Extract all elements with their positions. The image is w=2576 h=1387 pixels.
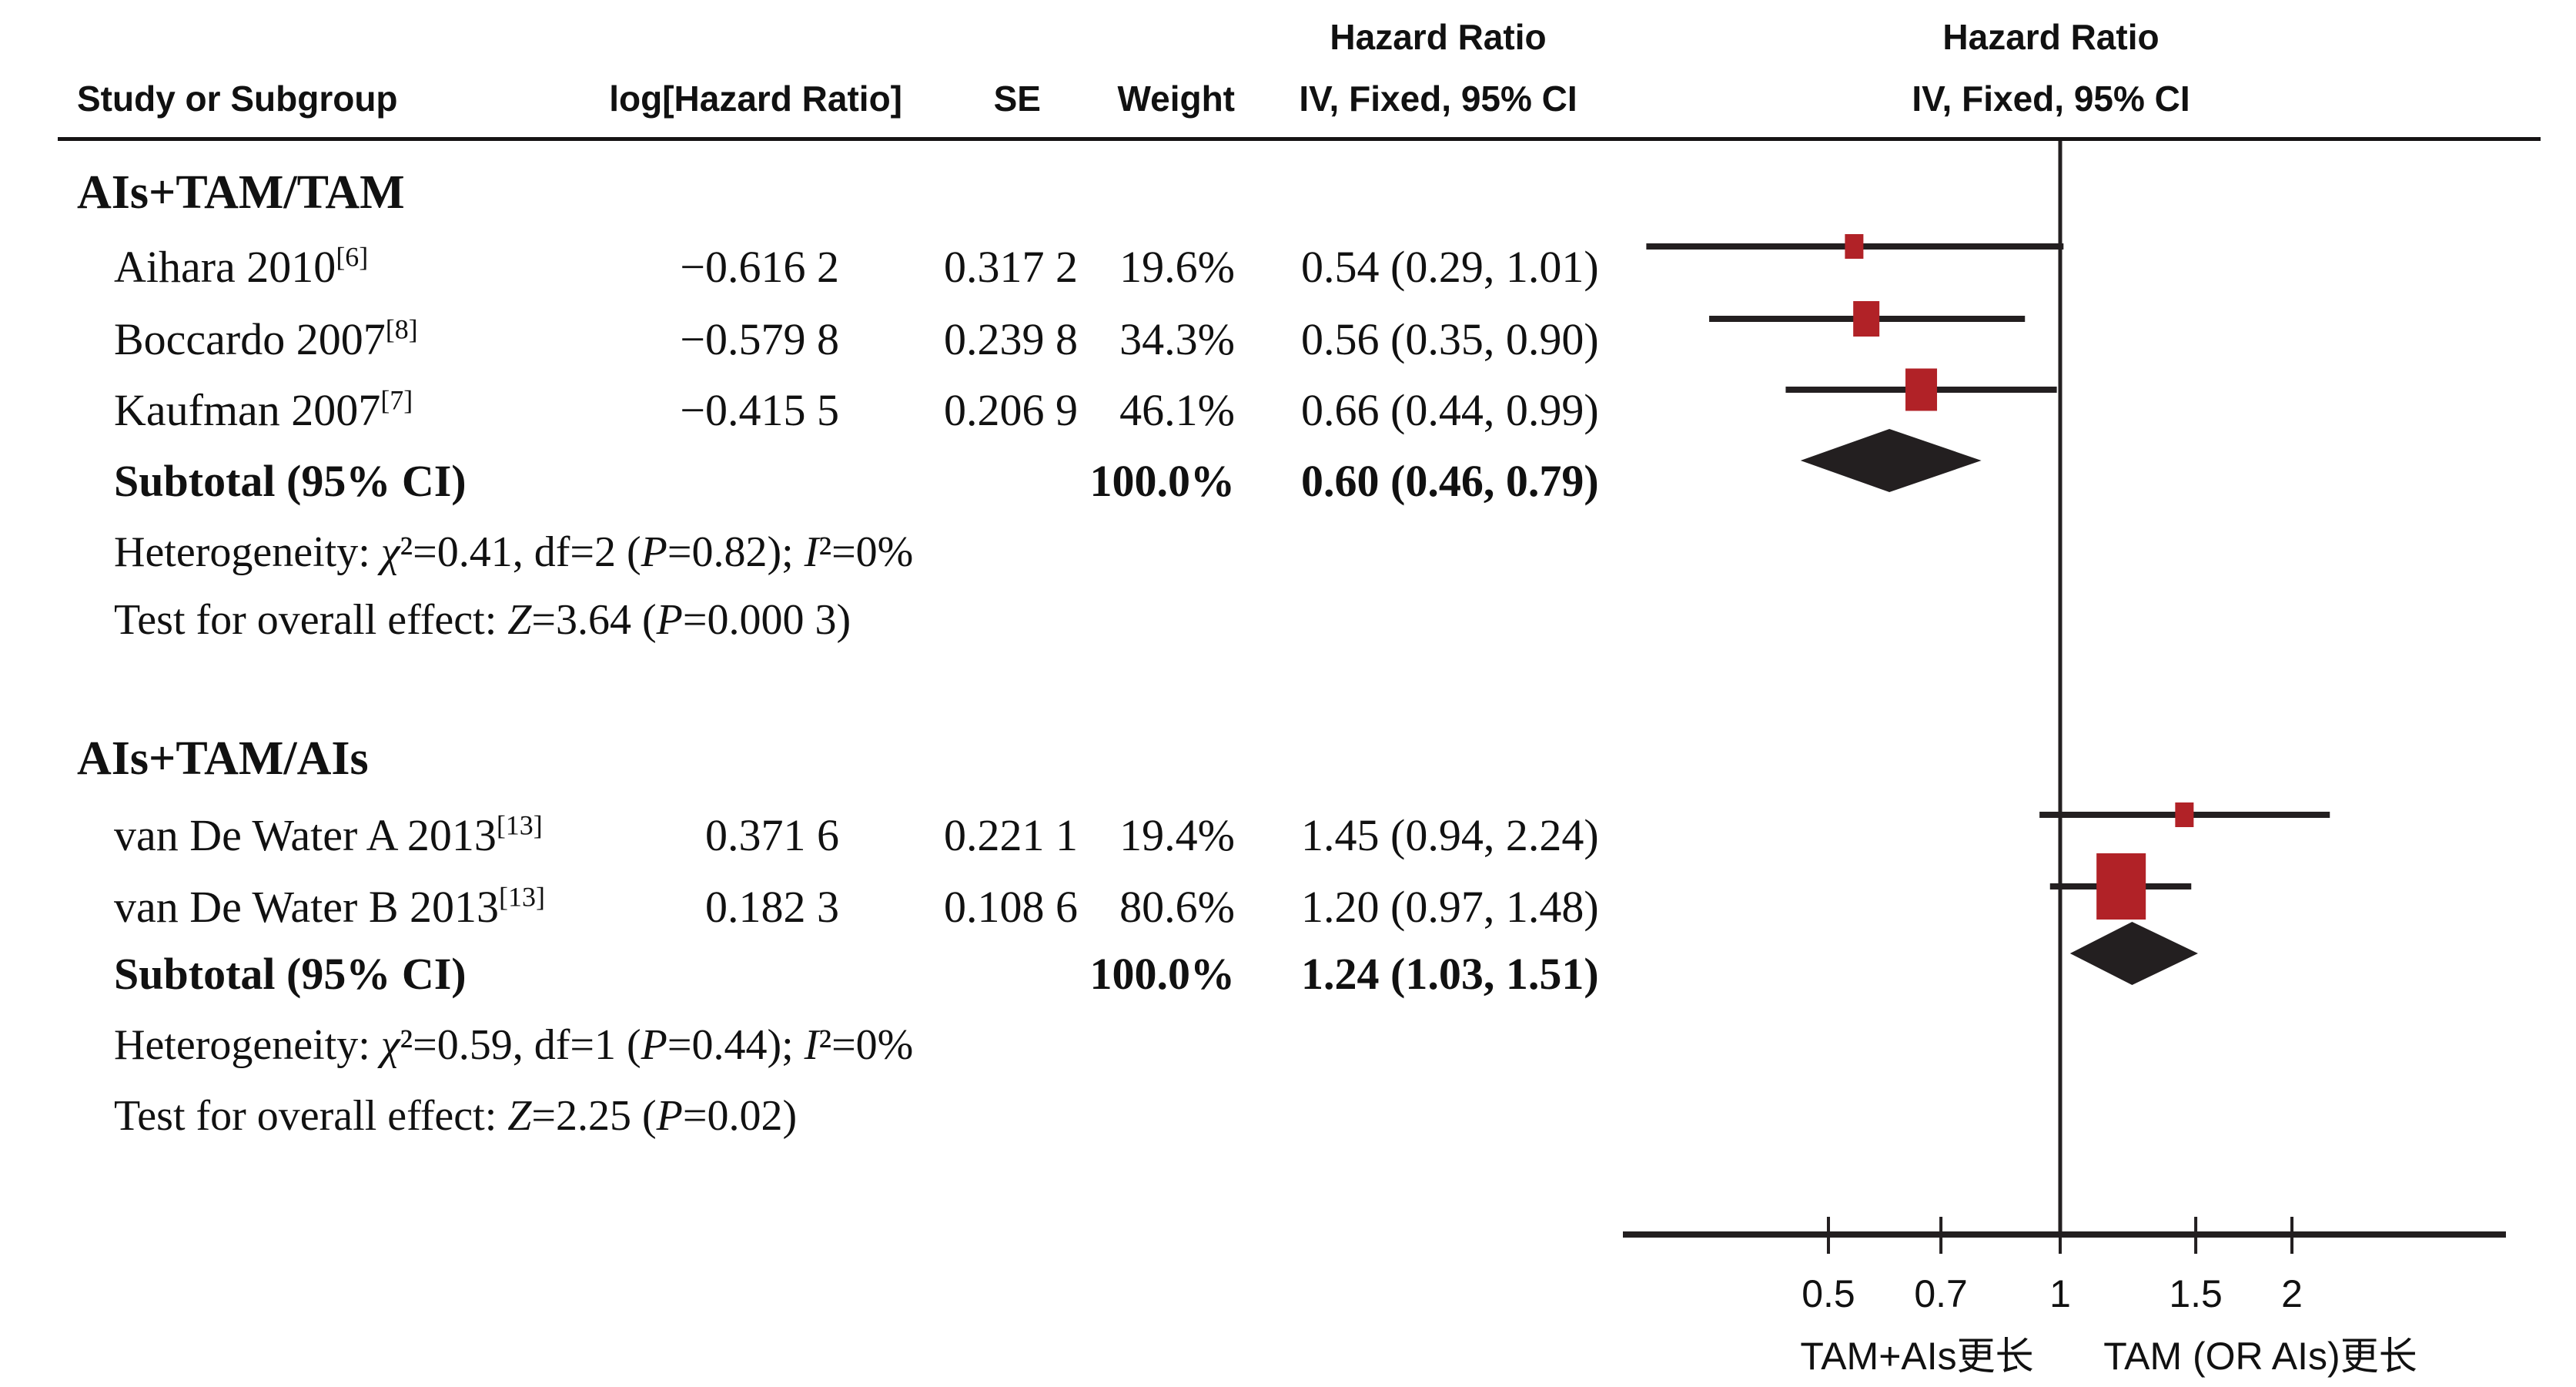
study-ref: [13]	[496, 809, 543, 841]
study-ref: [8]	[385, 313, 418, 345]
study-ref: [6]	[336, 241, 369, 273]
x-axis-tick	[2194, 1217, 2198, 1254]
weight-value: 46.1%	[1119, 385, 1235, 435]
x-axis-tick-label: 0.5	[1802, 1272, 1855, 1315]
overall-effect-text: Test for overall effect: Z=3.64 (P=0.000…	[114, 596, 851, 644]
x-axis-tick-label: 1.5	[2169, 1272, 2223, 1315]
x-axis-tick	[1939, 1217, 1943, 1254]
study-ref: [13]	[499, 881, 545, 913]
effect-marker	[2175, 802, 2194, 827]
log-hr-value: 0.371 6	[705, 810, 839, 860]
subtotal-label: Subtotal (95% CI)	[114, 949, 467, 999]
x-axis-tick-label: 2	[2281, 1272, 2303, 1315]
ci-text-value: 1.20 (0.97, 1.48)	[1301, 882, 1599, 932]
heterogeneity-text: Heterogeneity: χ²=0.41, df=2 (P=0.82); I…	[114, 528, 914, 576]
x-axis-tick	[2290, 1217, 2294, 1254]
group-label: AIs+TAM/TAM	[77, 166, 405, 219]
x-axis-tick	[2059, 1217, 2062, 1254]
study-name: Boccardo 2007[8]	[114, 313, 418, 364]
header-se: SE	[993, 79, 1041, 119]
ci-text-value: 0.54 (0.29, 1.01)	[1301, 242, 1599, 292]
x-axis-tick-label: 1	[2049, 1272, 2071, 1315]
header-study: Study or Subgroup	[77, 79, 398, 119]
x-axis-line	[1623, 1231, 2506, 1238]
log-hr-value: −0.579 8	[680, 314, 839, 364]
subtotal-ci-text: 1.24 (1.03, 1.51)	[1301, 949, 1599, 999]
study-ref: [7]	[380, 384, 413, 416]
se-value: 0.206 9	[944, 385, 1078, 435]
weight-value: 34.3%	[1119, 314, 1235, 364]
subtotal-ci-text: 0.60 (0.46, 0.79)	[1301, 456, 1599, 506]
log-hr-value: 0.182 3	[705, 882, 839, 932]
group-label: AIs+TAM/AIs	[77, 732, 369, 785]
favours-left-label: TAM+AIs更长	[1800, 1335, 2033, 1378]
subtotal-diamond	[1800, 429, 1982, 492]
weight-value: 19.4%	[1119, 810, 1235, 860]
subtotal-diamond	[2069, 922, 2198, 985]
se-value: 0.221 1	[944, 810, 1078, 860]
se-value: 0.239 8	[944, 314, 1078, 364]
overall-effect-text: Test for overall effect: Z=2.25 (P=0.02)	[114, 1092, 798, 1140]
se-value: 0.317 2	[944, 242, 1078, 292]
ci-text-value: 1.45 (0.94, 2.24)	[1301, 810, 1599, 860]
header-ci-column: IV, Fixed, 95% CI	[1299, 79, 1577, 119]
subtotal-weight: 100.0%	[1089, 949, 1236, 999]
ci-text-value: 0.56 (0.35, 0.90)	[1301, 314, 1599, 364]
heterogeneity-text: Heterogeneity: χ²=0.59, df=1 (P=0.44); I…	[114, 1021, 914, 1069]
header-hr-right-title: Hazard Ratio	[1942, 17, 2159, 57]
weight-value: 19.6%	[1119, 242, 1235, 292]
log-hr-value: −0.415 5	[680, 385, 839, 435]
study-name: Kaufman 2007[7]	[114, 384, 413, 435]
effect-marker	[1845, 234, 1864, 259]
favours-right-label: TAM (OR AIs)更长	[2103, 1335, 2417, 1378]
effect-marker	[1853, 301, 1880, 337]
header-ci-plot: IV, Fixed, 95% CI	[1912, 79, 2190, 119]
study-name: van De Water A 2013[13]	[114, 809, 543, 860]
study-name: Aihara 2010[6]	[114, 241, 369, 292]
header-weight: Weight	[1117, 79, 1235, 119]
subtotal-weight: 100.0%	[1089, 456, 1236, 506]
study-name: van De Water B 2013[13]	[114, 881, 545, 932]
header-log-hazard-ratio: log[Hazard Ratio]	[609, 79, 902, 119]
ci-text-value: 0.66 (0.44, 0.99)	[1301, 385, 1599, 435]
null-effect-line	[2058, 141, 2062, 1235]
effect-marker	[1905, 368, 1938, 411]
x-axis-tick-label: 0.7	[1914, 1272, 1968, 1315]
x-axis-tick	[1826, 1217, 1830, 1254]
log-hr-value: −0.616 2	[680, 242, 839, 292]
subtotal-label: Subtotal (95% CI)	[114, 456, 467, 506]
header-hr-left-title: Hazard Ratio	[1330, 17, 1547, 57]
se-value: 0.108 6	[944, 882, 1078, 932]
effect-marker	[2096, 853, 2146, 920]
header-rule	[58, 137, 2541, 141]
weight-value: 80.6%	[1119, 882, 1235, 932]
